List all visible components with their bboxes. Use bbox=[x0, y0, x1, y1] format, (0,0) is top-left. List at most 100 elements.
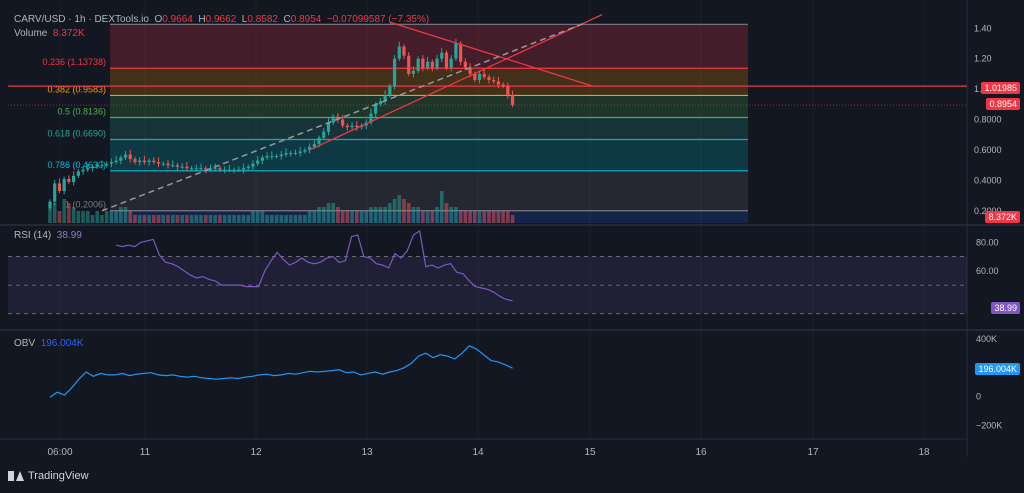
volume-bar bbox=[119, 207, 123, 223]
candle-body bbox=[294, 153, 297, 154]
rsi-axis-tick: 80.00 bbox=[976, 237, 999, 247]
candle-body bbox=[119, 158, 122, 161]
candle-body bbox=[502, 85, 505, 87]
volume-value: 8.372K bbox=[53, 28, 85, 39]
candle-body bbox=[464, 62, 467, 68]
volume-bar bbox=[218, 215, 222, 223]
volume-bar bbox=[459, 211, 463, 223]
volume-bar bbox=[232, 215, 236, 223]
volume-bar bbox=[364, 211, 368, 223]
candle-body bbox=[417, 59, 420, 71]
candle-body bbox=[256, 161, 259, 164]
volume-bar bbox=[114, 211, 118, 223]
volume-bar bbox=[397, 195, 401, 223]
candle-body bbox=[124, 155, 127, 158]
fib-level-label: 0.236 (1.13738) bbox=[42, 57, 106, 67]
candle-body bbox=[214, 168, 217, 169]
volume-bar bbox=[440, 191, 444, 223]
candle-body bbox=[133, 159, 136, 162]
volume-bar bbox=[355, 211, 359, 223]
candle-body bbox=[81, 170, 84, 172]
obv-axis-tick: 0 bbox=[976, 392, 981, 402]
volume-bar bbox=[100, 215, 104, 223]
candle-body bbox=[431, 62, 434, 68]
volume-bar bbox=[95, 211, 99, 223]
candle-body bbox=[148, 161, 151, 163]
legend-high: 0.9662 bbox=[206, 14, 237, 25]
candle-body bbox=[450, 59, 453, 68]
candle-body bbox=[322, 132, 325, 138]
volume-bar bbox=[298, 215, 302, 223]
volume-bar bbox=[199, 215, 203, 223]
candle-body bbox=[511, 95, 514, 105]
volume-bar bbox=[473, 211, 477, 223]
candle-body bbox=[478, 74, 481, 80]
volume-bar bbox=[426, 211, 430, 223]
candle-body bbox=[426, 62, 429, 68]
volume-bar bbox=[171, 215, 175, 223]
time-axis-tick: 15 bbox=[584, 447, 596, 458]
candle-body bbox=[440, 53, 443, 59]
fib-zone bbox=[110, 24, 748, 68]
candle-body bbox=[129, 155, 132, 160]
obv-label: OBV bbox=[14, 338, 35, 349]
volume-bar bbox=[374, 207, 378, 223]
volume-bar bbox=[478, 211, 482, 223]
volume-bar bbox=[265, 215, 269, 223]
candle-body bbox=[435, 59, 438, 68]
volume-bar bbox=[275, 215, 279, 223]
candle-body bbox=[138, 161, 141, 163]
obv-value: 196.004K bbox=[41, 338, 84, 349]
candle-body bbox=[162, 164, 165, 165]
volume-bar bbox=[383, 207, 387, 223]
hline-price-tag: 1.01985 bbox=[981, 82, 1020, 94]
candle-body bbox=[48, 202, 51, 208]
fib-level-label: 0.5 (0.8136) bbox=[57, 106, 106, 116]
volume-tag: 8.372K bbox=[985, 211, 1020, 223]
candle-body bbox=[445, 53, 448, 68]
volume-bar bbox=[157, 215, 161, 223]
volume-bar bbox=[246, 215, 250, 223]
candle-body bbox=[350, 126, 353, 128]
time-axis-tick: 06:00 bbox=[47, 447, 72, 458]
last-price-tag: 0.8954 bbox=[986, 98, 1020, 110]
volume-bar bbox=[341, 211, 345, 223]
legend-open: 0.9664 bbox=[162, 14, 193, 25]
legend-interval: 1h bbox=[74, 14, 85, 25]
candle-body bbox=[237, 170, 240, 171]
candle-body bbox=[346, 126, 349, 128]
volume-bar bbox=[369, 207, 373, 223]
candle-body bbox=[421, 59, 424, 68]
obv-axis-tick: −200K bbox=[976, 420, 1002, 430]
tradingview-logo[interactable]: TradingView bbox=[8, 470, 89, 482]
candle-body bbox=[91, 167, 94, 169]
candle-body bbox=[63, 179, 66, 191]
volume-bar bbox=[303, 215, 307, 223]
candle-body bbox=[251, 164, 254, 167]
candle-body bbox=[506, 86, 509, 95]
volume-bar bbox=[313, 211, 317, 223]
volume-bar bbox=[58, 211, 62, 223]
candle-body bbox=[332, 117, 335, 123]
obv-axis-tick: 400K bbox=[976, 334, 997, 344]
candle-body bbox=[228, 170, 231, 171]
candle-body bbox=[266, 156, 269, 158]
volume-bar bbox=[435, 207, 439, 223]
candle-body bbox=[412, 71, 415, 74]
candle-body bbox=[171, 165, 174, 166]
volume-bar bbox=[81, 211, 85, 223]
volume-bar bbox=[327, 203, 331, 223]
candle-body bbox=[407, 56, 410, 74]
candle-body bbox=[374, 104, 377, 113]
fib-level-label: 1 (0.2006) bbox=[65, 200, 106, 210]
candle-body bbox=[299, 151, 302, 153]
candle-body bbox=[473, 74, 476, 80]
candle-body bbox=[195, 168, 198, 169]
volume-bar bbox=[464, 211, 468, 223]
fib-zone bbox=[110, 171, 748, 211]
volume-bar bbox=[331, 203, 335, 223]
candle-body bbox=[289, 153, 292, 154]
legend-low: 0.8582 bbox=[247, 14, 278, 25]
